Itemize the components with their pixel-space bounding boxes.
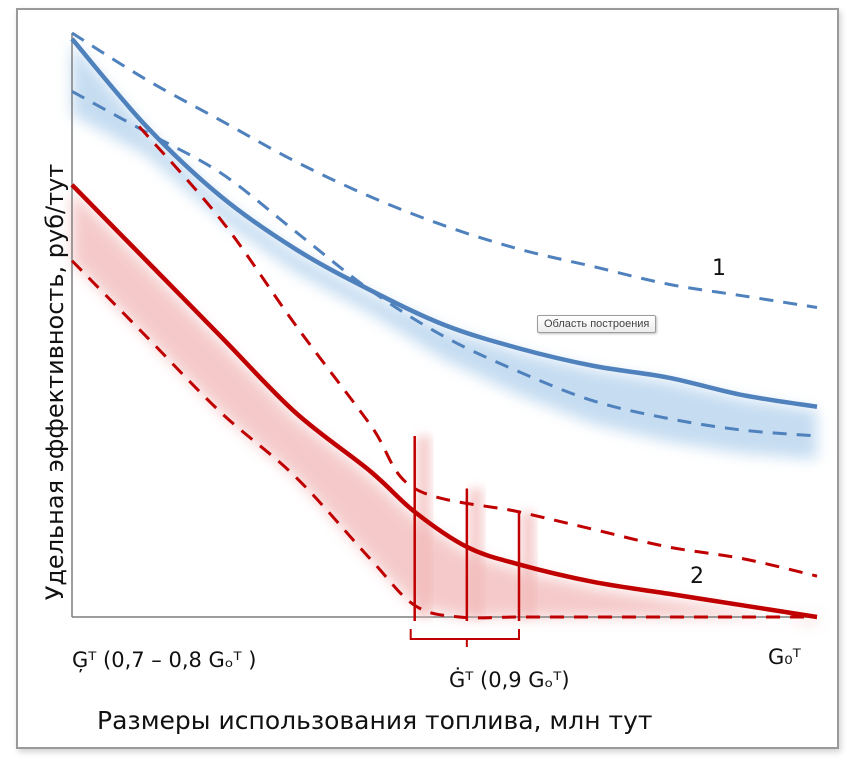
x-axis-label: Размеры использования топлива, млн тут	[97, 706, 653, 735]
curve-label-2: 2	[690, 564, 704, 589]
series-red_lower	[70, 259, 817, 620]
x-tick-min-label: Ģᵀ (0,7 – 0,8 Gₒᵀ )	[72, 648, 257, 672]
series-red_upper	[137, 125, 818, 578]
range-bracket	[409, 629, 520, 647]
x-tick-max-label: G₀ᵀ	[768, 645, 801, 669]
series-blue_lower	[71, 90, 818, 438]
plot-area-tooltip: Область построения	[537, 315, 657, 333]
marker-shade-1	[416, 435, 431, 617]
red-band	[72, 190, 817, 623]
blue-band	[72, 42, 817, 460]
x-tick-mid-label: Ġᵀ (0,9 Gₒᵀ)	[449, 668, 570, 692]
marker-shade-3	[521, 511, 535, 617]
series-blue_upper	[71, 31, 818, 309]
curve-label-1: 1	[712, 256, 726, 281]
series-blue_main	[70, 37, 818, 409]
series-red_main	[70, 183, 818, 620]
y-axis-label: Удельная эффективность, руб/тут	[41, 163, 69, 601]
